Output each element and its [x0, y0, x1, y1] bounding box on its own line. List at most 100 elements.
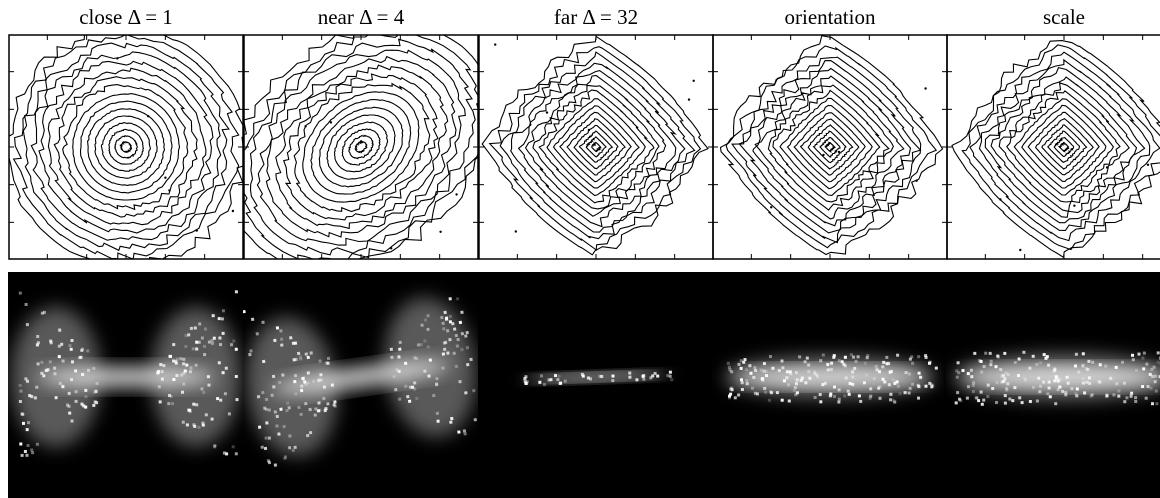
- speckle: [819, 359, 823, 363]
- speckle: [1074, 392, 1078, 396]
- contour-dot: [147, 115, 150, 118]
- speckle: [469, 357, 473, 362]
- speckle: [856, 355, 860, 359]
- speckle: [212, 336, 216, 340]
- speckle: [1081, 365, 1085, 368]
- speckle: [794, 393, 798, 397]
- speckle: [442, 341, 447, 345]
- panel-title-close: close Δ = 1: [79, 5, 173, 29]
- speckle: [158, 400, 162, 404]
- contour-svg-close: [8, 34, 244, 260]
- speckle: [1004, 371, 1008, 375]
- speckle: [200, 336, 204, 340]
- speckle: [1088, 381, 1092, 385]
- speckle: [289, 336, 293, 340]
- speckle: [322, 396, 326, 401]
- speckle: [80, 348, 84, 352]
- column-close: close Δ = 1: [8, 0, 244, 498]
- speckle: [261, 320, 265, 324]
- speckle: [195, 347, 199, 351]
- speckle: [465, 346, 470, 350]
- speckle: [982, 398, 986, 402]
- speckle: [300, 384, 304, 388]
- contour-plot-far: [478, 34, 714, 260]
- speckle: [813, 396, 817, 399]
- contour-line: [754, 75, 905, 220]
- speckle: [995, 401, 998, 404]
- speckle: [974, 396, 978, 400]
- speckle: [308, 407, 312, 412]
- speckle: [301, 376, 305, 381]
- contour-line: [318, 106, 404, 188]
- speckle: [68, 411, 72, 415]
- speckle: [995, 380, 999, 384]
- speckle: [86, 349, 90, 353]
- speckle: [23, 450, 27, 453]
- contour-line: [517, 70, 677, 228]
- speckle: [316, 409, 321, 413]
- speckle: [1013, 386, 1017, 390]
- speckle: [1044, 356, 1048, 360]
- speckle: [255, 332, 259, 336]
- speckles: [522, 370, 674, 386]
- speckle: [423, 339, 427, 343]
- speckle: [777, 369, 781, 373]
- speckle: [826, 368, 830, 372]
- speckle: [390, 355, 394, 359]
- contour-lines: [719, 35, 944, 256]
- speckle: [819, 400, 823, 404]
- contour-line: [812, 130, 847, 164]
- contour-line: [524, 74, 667, 217]
- speckle: [907, 391, 911, 395]
- speckle: [207, 383, 211, 387]
- contour-line: [984, 66, 1146, 224]
- contour-lines: [951, 40, 1160, 259]
- speckle: [224, 366, 228, 370]
- speckle: [454, 333, 459, 338]
- speckle: [25, 323, 29, 327]
- speckle: [1058, 378, 1062, 381]
- contour-dot: [116, 57, 119, 60]
- contour-line: [969, 51, 1160, 242]
- contour-line: [265, 55, 457, 238]
- image-panel-scale: [946, 272, 1160, 498]
- speckle: [210, 417, 214, 421]
- speckle: [837, 397, 841, 401]
- contour-lines: [481, 35, 709, 256]
- speckle: [420, 323, 424, 327]
- speckle: [1087, 359, 1091, 363]
- speckle: [775, 391, 779, 395]
- speckle: [832, 395, 836, 398]
- speckle: [172, 378, 176, 381]
- speckle: [181, 420, 185, 424]
- speckle: [846, 389, 850, 393]
- speckle: [283, 455, 288, 459]
- glow-core: [531, 373, 661, 381]
- speckle: [157, 385, 161, 389]
- speckle: [183, 369, 187, 373]
- speckle: [446, 351, 450, 355]
- speckle: [869, 394, 873, 398]
- speckle: [821, 383, 825, 387]
- contour-line: [585, 135, 607, 158]
- speckle: [872, 377, 876, 381]
- speckle: [217, 317, 221, 321]
- speckle: [1086, 368, 1090, 371]
- speckle: [313, 413, 317, 417]
- speckle: [668, 374, 672, 378]
- speckle: [95, 381, 99, 385]
- speckle: [46, 368, 50, 372]
- speckle: [1091, 360, 1095, 364]
- speckle: [868, 396, 872, 400]
- speckle: [175, 374, 179, 377]
- speckle: [458, 379, 462, 384]
- speckle: [410, 385, 415, 390]
- speckle: [781, 366, 785, 370]
- speckle: [794, 371, 798, 374]
- speckle: [455, 297, 460, 301]
- speckle: [303, 380, 307, 384]
- contour-line: [275, 64, 449, 230]
- speckle: [1017, 357, 1021, 361]
- speckle: [182, 362, 186, 366]
- speckle: [874, 365, 878, 368]
